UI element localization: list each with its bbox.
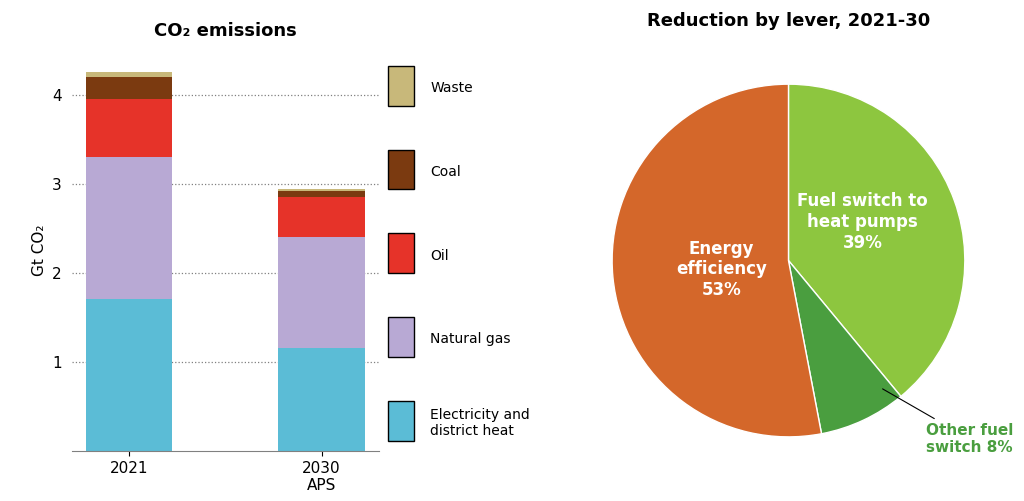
Bar xyxy=(86,300,172,451)
Text: Natural gas: Natural gas xyxy=(430,332,511,346)
Text: Energy
efficiency
53%: Energy efficiency 53% xyxy=(676,239,767,299)
Bar xyxy=(279,191,365,197)
Bar xyxy=(86,157,172,300)
FancyBboxPatch shape xyxy=(388,66,414,106)
Bar xyxy=(86,77,172,99)
Title: Reduction by lever, 2021-30: Reduction by lever, 2021-30 xyxy=(647,12,930,30)
FancyBboxPatch shape xyxy=(388,401,414,441)
Bar xyxy=(279,189,365,191)
Text: Coal: Coal xyxy=(430,165,461,179)
Text: Other fuel
switch 8%: Other fuel switch 8% xyxy=(883,389,1014,455)
Title: CO₂ emissions: CO₂ emissions xyxy=(154,22,297,40)
Wedge shape xyxy=(788,84,965,396)
Text: Electricity and
district heat: Electricity and district heat xyxy=(430,408,530,438)
Text: Fuel switch to
heat pumps
39%: Fuel switch to heat pumps 39% xyxy=(797,192,928,252)
FancyBboxPatch shape xyxy=(388,233,414,273)
Wedge shape xyxy=(788,261,901,434)
Text: Oil: Oil xyxy=(430,248,450,263)
FancyBboxPatch shape xyxy=(388,150,414,189)
FancyBboxPatch shape xyxy=(388,317,414,357)
Bar xyxy=(279,237,365,349)
Wedge shape xyxy=(612,84,821,437)
Bar xyxy=(86,72,172,77)
Text: Waste: Waste xyxy=(430,81,473,95)
Bar xyxy=(279,197,365,237)
Bar xyxy=(86,99,172,157)
Bar xyxy=(279,349,365,451)
Y-axis label: Gt CO₂: Gt CO₂ xyxy=(32,225,47,276)
